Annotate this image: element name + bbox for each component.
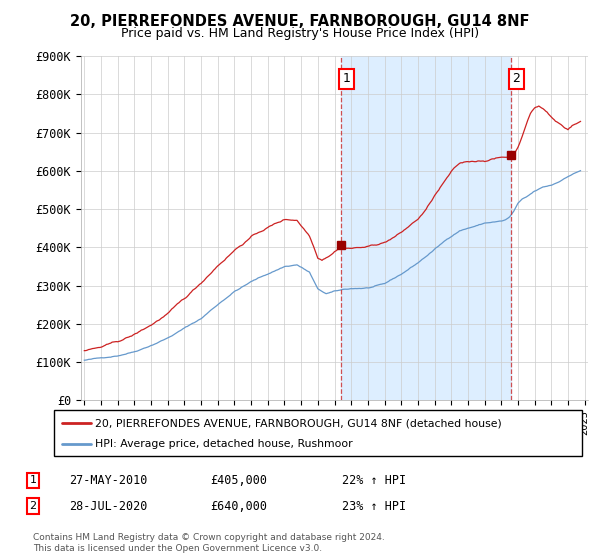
Text: 23% ↑ HPI: 23% ↑ HPI <box>342 500 406 513</box>
Text: £640,000: £640,000 <box>210 500 267 513</box>
Bar <box>341 56 511 400</box>
Text: 2: 2 <box>29 501 37 511</box>
Text: HPI: Average price, detached house, Rushmoor: HPI: Average price, detached house, Rush… <box>95 439 353 449</box>
Text: 1: 1 <box>29 475 37 486</box>
Text: 1: 1 <box>343 72 350 86</box>
Text: Price paid vs. HM Land Registry's House Price Index (HPI): Price paid vs. HM Land Registry's House … <box>121 27 479 40</box>
Text: Contains HM Land Registry data © Crown copyright and database right 2024.
This d: Contains HM Land Registry data © Crown c… <box>33 533 385 553</box>
Text: 28-JUL-2020: 28-JUL-2020 <box>69 500 148 513</box>
Text: 20, PIERREFONDES AVENUE, FARNBOROUGH, GU14 8NF: 20, PIERREFONDES AVENUE, FARNBOROUGH, GU… <box>70 14 530 29</box>
Text: £405,000: £405,000 <box>210 474 267 487</box>
Text: 2: 2 <box>512 72 520 86</box>
Text: 22% ↑ HPI: 22% ↑ HPI <box>342 474 406 487</box>
Text: 27-MAY-2010: 27-MAY-2010 <box>69 474 148 487</box>
Text: 20, PIERREFONDES AVENUE, FARNBOROUGH, GU14 8NF (detached house): 20, PIERREFONDES AVENUE, FARNBOROUGH, GU… <box>95 418 502 428</box>
